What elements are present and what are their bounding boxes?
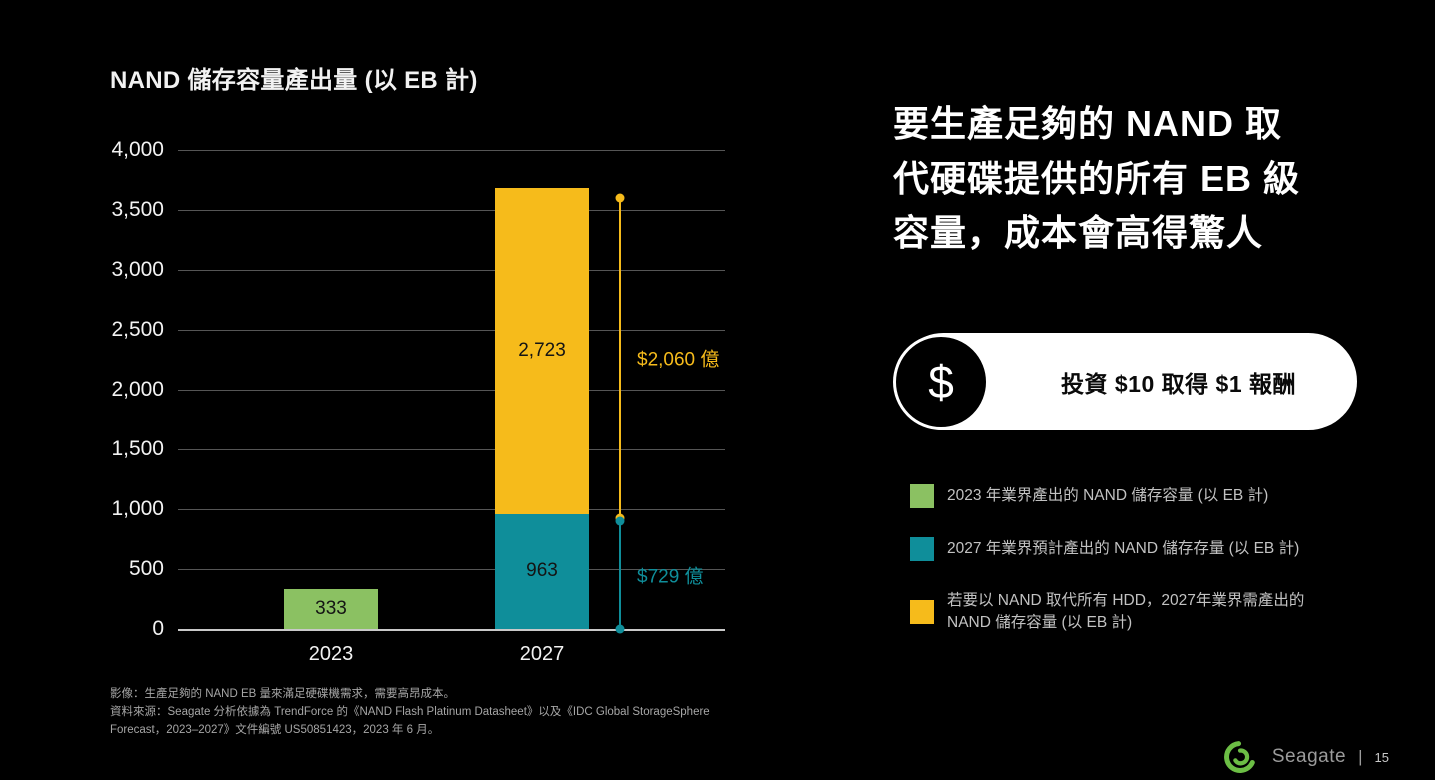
- roi-label: 投資 $10 取得 $1 報酬: [1060, 370, 1297, 397]
- gridline-2000: [178, 389, 725, 391]
- gridline-500: [178, 569, 725, 571]
- footnote-line: Forecast，2023–2027》文件編號 US50851423，2023 …: [110, 723, 440, 736]
- y-tick-label: 2,000: [111, 377, 164, 401]
- headline-line: 代硬碟提供的所有 EB 級: [893, 157, 1301, 199]
- legend-label: 若要以 NAND 取代所有 HDD，2027年業界需產出的 NAND 儲存容量 …: [947, 592, 1305, 632]
- bar-segment: 2,723: [495, 187, 589, 514]
- y-tick-label: 500: [128, 557, 164, 581]
- annotation-dot: [615, 193, 625, 203]
- bar-segment: 333: [284, 589, 378, 629]
- headline: 要生產足夠的 NAND 取 代硬碟提供的所有 EB 級 容量，成本會高得驚人: [893, 97, 1393, 261]
- bar-value-label: 963: [526, 560, 558, 582]
- gridline-4000: [178, 150, 725, 151]
- footer-divider: |: [1358, 747, 1363, 766]
- legend: 2023 年業界產出的 NAND 儲存容量 (以 EB 計) 2027 年業界預…: [910, 484, 1400, 664]
- bar-value-label: 333: [315, 598, 347, 620]
- legend-swatch-teal: [910, 537, 934, 561]
- chart-title: NAND 儲存容量產出量 (以 EB 計): [110, 67, 478, 94]
- legend-label: 2027 年業界預計產出的 NAND 儲存存量 (以 EB 計): [947, 539, 1300, 557]
- gridline-2500: [178, 329, 725, 331]
- y-tick-label: 1,500: [111, 437, 164, 461]
- footnote-line: 影像：生產足夠的 NAND EB 量來滿足硬碟機需求，需要高昂成本。: [110, 688, 456, 700]
- annotation-line: [619, 520, 621, 629]
- plot-area: 0 500 1,000 1,500 2,000 2,500 3,000 3,500 4,000 3…: [111, 138, 725, 665]
- legend-item-2027-needed: 若要以 NAND 取代所有 HDD，2027年業界需產出的 NAND 儲存容量 …: [910, 590, 1400, 635]
- legend-item-2023-output: 2023 年業界產出的 NAND 儲存容量 (以 EB 計): [910, 484, 1400, 508]
- annotation-line: [619, 197, 621, 518]
- gridline-3000: [178, 269, 725, 271]
- y-tick-label: 3,000: [111, 257, 164, 281]
- bar-value-label: 2,723: [518, 339, 566, 361]
- y-tick-label: 2,500: [111, 317, 164, 341]
- headline-line: 容量，成本會高得驚人: [893, 212, 1264, 254]
- seagate-logo-icon: [1223, 741, 1255, 773]
- legend-swatch-green: [910, 484, 934, 508]
- footnote: 影像：生產足夠的 NAND EB 量來滿足硬碟機需求，需要高昂成本。 資料來源：…: [110, 686, 710, 740]
- roi-pill: $ 投資 $10 取得 $1 報酬: [893, 333, 1357, 430]
- annotation-label: $729 億: [637, 566, 704, 588]
- legend-swatch-yellow: [910, 600, 934, 625]
- annotation-label: $2,060 億: [637, 349, 720, 371]
- brand-name: Seagate: [1271, 746, 1347, 767]
- dollar-glyph: $: [928, 355, 954, 408]
- legend-item-2027-forecast: 2027 年業界預計產出的 NAND 儲存存量 (以 EB 計): [910, 537, 1400, 561]
- x-tick-label: 2027: [519, 643, 565, 665]
- annotation-dot: [615, 516, 625, 526]
- legend-label: 2023 年業界產出的 NAND 儲存容量 (以 EB 計): [947, 486, 1269, 504]
- y-tick-label: 3,500: [111, 197, 164, 221]
- dollar-icon: $: [893, 333, 989, 430]
- x-tick-label: 2023: [308, 643, 354, 665]
- annotation-dot: [615, 624, 625, 634]
- gridline-0: [178, 629, 725, 631]
- headline-line: 要生產足夠的 NAND 取: [893, 103, 1282, 144]
- gridline-1000: [178, 509, 725, 511]
- page-number: 15: [1374, 749, 1389, 765]
- y-tick-label: 0: [152, 617, 164, 640]
- footer: Seagate | 15: [1218, 740, 1389, 774]
- gridline-3500: [178, 209, 725, 211]
- bar-segment: 963: [495, 513, 589, 629]
- gridline-1500: [178, 449, 725, 451]
- y-tick-label: 4,000: [111, 138, 164, 161]
- footnote-line: 資料來源：Seagate 分析依據為 TrendForce 的《NAND Fla…: [110, 705, 710, 718]
- y-tick-label: 1,000: [111, 497, 164, 521]
